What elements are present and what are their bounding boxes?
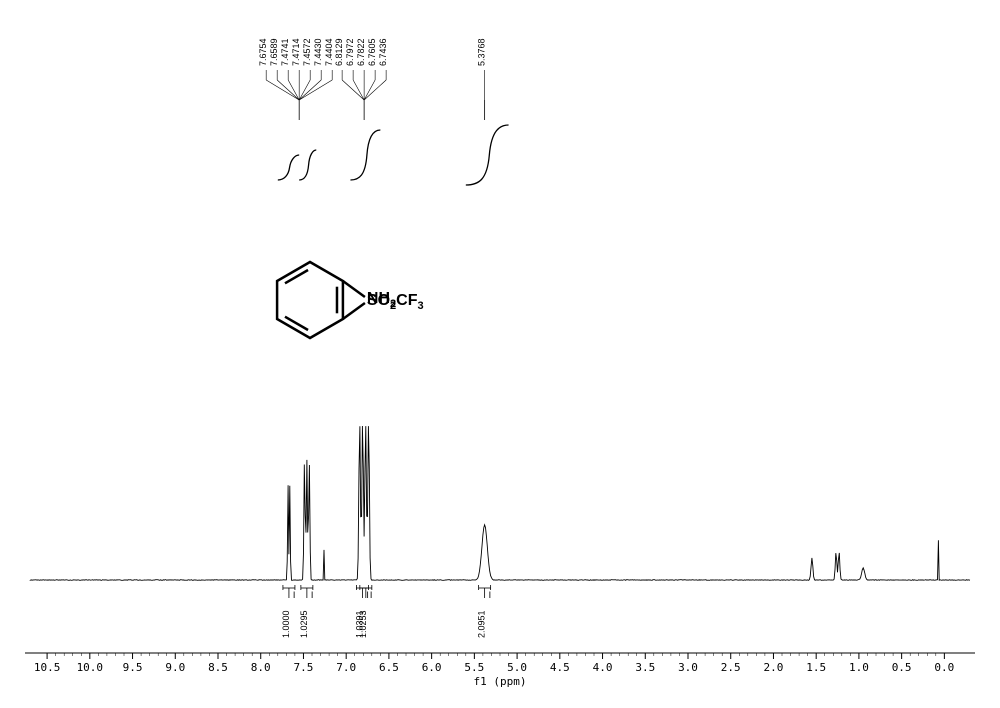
axis-tick-label: 4.0 bbox=[593, 661, 613, 674]
axis-tick-label: 4.5 bbox=[550, 661, 570, 674]
peak-ppm-label: 7.6589 bbox=[269, 38, 279, 66]
axis-tick-label: 2.0 bbox=[764, 661, 784, 674]
axis-tick-label: 3.0 bbox=[678, 661, 698, 674]
axis-tick-label: 3.5 bbox=[635, 661, 655, 674]
peak-ppm-label: 7.4430 bbox=[313, 38, 323, 66]
nmr-svg: 10.5 10.0 9.5 9.0 8.5 8.0 7.5 7.0 6.5 6.0 5.5 5.0 4.… bbox=[0, 0, 1000, 708]
peak-label-branch bbox=[299, 80, 321, 100]
integral-mark: I bbox=[311, 590, 314, 600]
axis-tick-label: 8.5 bbox=[208, 661, 228, 674]
integral-value: 1.0000 bbox=[281, 610, 291, 638]
axis-title: f1 (ppm) bbox=[474, 675, 527, 688]
nmr-figure: 10.5 10.0 9.5 9.0 8.5 8.0 7.5 7.0 6.5 6.0 5.5 5.0 4.… bbox=[0, 0, 1000, 708]
peak-ppm-label: 6.7436 bbox=[378, 38, 388, 66]
integral-value: 2.0951 bbox=[477, 610, 487, 638]
peak-ppm-label: 6.8129 bbox=[334, 38, 344, 66]
peak-ppm-label: 7.4572 bbox=[302, 38, 312, 66]
axis-tick-label: 9.0 bbox=[165, 661, 185, 674]
integral-curve bbox=[299, 150, 316, 180]
peak-label-branch bbox=[342, 80, 364, 100]
peak-label-branch bbox=[364, 80, 386, 100]
axis-tick-label: 10.0 bbox=[77, 661, 104, 674]
axis-tick-label: 1.0 bbox=[849, 661, 869, 674]
integral-curve bbox=[278, 155, 299, 180]
molecule-bond bbox=[285, 270, 308, 283]
axis-tick-label: 0.5 bbox=[892, 661, 912, 674]
axis-tick-label: 2.5 bbox=[721, 661, 741, 674]
axis-tick-label: 5.5 bbox=[464, 661, 484, 674]
peak-label-branch bbox=[277, 80, 299, 100]
spectrum-trace bbox=[30, 426, 970, 580]
axis-tick-label: 10.5 bbox=[34, 661, 61, 674]
peak-ppm-label: 5.3768 bbox=[477, 38, 487, 66]
peak-label-branch bbox=[266, 80, 299, 100]
peak-ppm-label: 6.7972 bbox=[345, 38, 355, 66]
axis-tick-label: 9.5 bbox=[123, 661, 143, 674]
molecule-label-so2cf3: SO2CF3 bbox=[367, 292, 424, 312]
integral-mark: I bbox=[366, 590, 369, 600]
integral-value: 1.0253 bbox=[358, 610, 368, 638]
integral-value: 1.0295 bbox=[299, 610, 309, 638]
axis-tick-label: 8.0 bbox=[251, 661, 271, 674]
axis-tick-label: 7.5 bbox=[294, 661, 314, 674]
axis-tick-label: 5.0 bbox=[507, 661, 527, 674]
peak-label-branch bbox=[299, 80, 332, 100]
axis-tick-label: 6.5 bbox=[379, 661, 399, 674]
molecule-bond bbox=[343, 303, 365, 319]
molecule-ring bbox=[277, 262, 343, 338]
peak-label-branch bbox=[353, 80, 364, 100]
peak-ppm-label: 6.7605 bbox=[367, 38, 377, 66]
peak-ppm-label: 7.4741 bbox=[280, 38, 290, 66]
axis-tick-label: 1.5 bbox=[806, 661, 826, 674]
peak-label-branch bbox=[364, 80, 375, 100]
peak-ppm-label: 6.7822 bbox=[356, 38, 366, 66]
integral-mark: I bbox=[370, 590, 373, 600]
axis-tick-label: 7.0 bbox=[336, 661, 356, 674]
axis-tick-label: 6.0 bbox=[422, 661, 442, 674]
peak-ppm-label: 7.6754 bbox=[258, 38, 268, 66]
molecule-bond bbox=[285, 317, 308, 330]
integral-mark: I bbox=[489, 590, 492, 600]
integral-mark: I bbox=[293, 590, 296, 600]
axis-tick-label: 0.0 bbox=[934, 661, 954, 674]
peak-ppm-label: 7.4714 bbox=[291, 38, 301, 66]
integral-curve bbox=[350, 130, 380, 180]
peak-ppm-label: 7.4404 bbox=[324, 38, 334, 66]
integral-curve bbox=[466, 125, 509, 185]
molecule-bond bbox=[343, 281, 365, 297]
